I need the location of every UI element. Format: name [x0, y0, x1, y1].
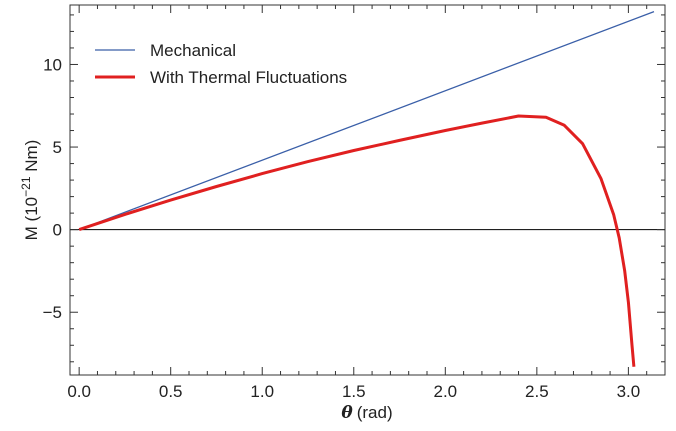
x-tick-label: 0.0 — [67, 382, 91, 401]
legend: Mechanical With Thermal Fluctuations — [95, 41, 347, 87]
x-tick-label: 2.5 — [525, 382, 549, 401]
y-axis-unit: Nm) — [22, 140, 41, 177]
y-axis-main: M (10 — [22, 197, 41, 240]
x-axis-unit: (rad) — [357, 403, 393, 422]
x-tick-label: 3.0 — [617, 382, 641, 401]
y-tick-label: 5 — [53, 138, 62, 157]
x-axis-symbol: θ — [341, 403, 353, 423]
y-tick-label: 10 — [43, 55, 62, 74]
plot-frame — [69, 4, 666, 376]
y-tick-label: −5 — [43, 303, 62, 322]
legend-label-mechanical: Mechanical — [150, 41, 236, 60]
legend-label-thermal: With Thermal Fluctuations — [150, 68, 347, 87]
series-layer — [78, 10, 655, 367]
x-tick-label: 2.0 — [433, 382, 457, 401]
x-tick-label: 1.5 — [342, 382, 366, 401]
y-axis-ticks: −5 0 5 10 — [43, 14, 665, 363]
x-tick-label: 1.0 — [250, 382, 274, 401]
y-axis-title: M (10−21 Nm) — [19, 140, 41, 241]
x-tick-label: 0.5 — [159, 382, 183, 401]
series-line-mechanical — [78, 10, 655, 231]
series-line-thermal — [78, 114, 636, 367]
x-axis-ticks: 0.0 0.5 1.0 1.5 2.0 2.5 3.0 — [67, 5, 648, 401]
y-axis-exponent: −21 — [19, 176, 33, 197]
y-tick-label: 0 — [53, 221, 62, 240]
x-axis-title: θ (rad) — [341, 403, 392, 423]
